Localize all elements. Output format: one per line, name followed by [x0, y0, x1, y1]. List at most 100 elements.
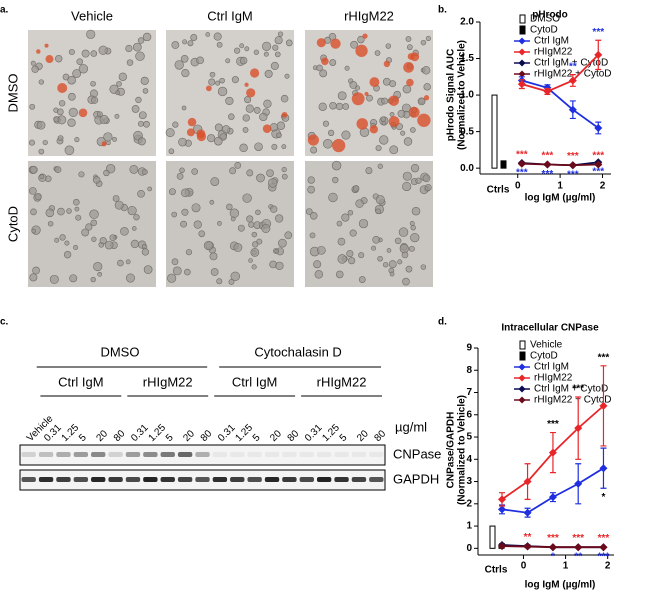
stained-cell: [406, 78, 414, 87]
cell: [91, 96, 99, 104]
cell: [203, 240, 214, 251]
cell: [401, 251, 409, 259]
y-tick-label: 1.5: [460, 53, 474, 64]
cell: [365, 167, 373, 175]
cell: [398, 227, 409, 237]
cell: [261, 41, 272, 51]
cell: [410, 224, 416, 231]
cell: [215, 80, 221, 86]
band: [108, 452, 123, 457]
cell: [69, 274, 78, 283]
cell: [274, 36, 283, 45]
cell: [181, 69, 190, 78]
stained-cell: [45, 55, 54, 64]
cell: [78, 64, 89, 74]
cell: [263, 51, 269, 57]
cell: [285, 39, 293, 47]
stained-cell: [410, 52, 420, 62]
cell: [64, 145, 75, 156]
band: [21, 452, 36, 457]
cell: [67, 118, 76, 127]
band: [160, 477, 175, 482]
cell: [90, 80, 96, 87]
lane-label: 1.25: [60, 422, 82, 444]
y-tick-label: 0: [466, 543, 472, 554]
cell: [277, 31, 284, 37]
cell: [253, 106, 261, 114]
cell: [92, 176, 101, 184]
stained-cell: [205, 85, 212, 92]
row-label: CytoD: [5, 206, 20, 242]
cell: [97, 271, 103, 277]
cell: [54, 237, 60, 243]
stained-cell: [246, 88, 256, 98]
cell: [225, 58, 231, 64]
stained-cell: [101, 141, 107, 147]
cell: [411, 206, 421, 216]
cell: [344, 65, 350, 71]
cell: [405, 36, 412, 42]
cell: [90, 276, 96, 283]
column-label: Ctrl IgM: [207, 8, 253, 23]
cell: [86, 29, 96, 39]
cell: [196, 56, 204, 65]
data-point: [594, 160, 603, 169]
cell: [172, 121, 179, 128]
cell: [45, 208, 55, 218]
x-tick-label: 0: [521, 561, 527, 572]
cell: [234, 161, 242, 169]
band: [230, 452, 245, 457]
cell: [389, 112, 395, 117]
cell: [406, 44, 413, 51]
cell: [410, 233, 420, 243]
cell: [135, 96, 142, 104]
cell: [317, 245, 326, 255]
cell: [278, 238, 287, 248]
significance-label: ***: [542, 150, 554, 161]
cell: [103, 132, 113, 142]
cell: [228, 113, 235, 120]
cell: [115, 90, 121, 96]
cell: [30, 208, 37, 216]
significance-label: ***: [592, 27, 604, 38]
cell: [143, 120, 150, 128]
band: [334, 477, 349, 482]
cell: [118, 72, 128, 81]
legend-marker: [518, 37, 526, 45]
band: [299, 477, 314, 482]
lane-label: 5: [77, 432, 89, 444]
significance-label: ***: [567, 170, 579, 181]
data-point: [599, 464, 608, 473]
cell: [252, 241, 259, 248]
stained-cell: [369, 125, 379, 134]
cell: [366, 94, 373, 102]
cell: [336, 220, 343, 227]
cell: [389, 271, 395, 277]
cell: [281, 144, 287, 150]
band: [73, 477, 89, 482]
cell: [322, 120, 330, 127]
x-tick-label: 1: [557, 181, 563, 192]
cell: [169, 188, 176, 196]
cell: [379, 135, 389, 145]
cell: [316, 64, 323, 72]
cell: [250, 248, 260, 257]
cell: [350, 40, 358, 49]
legend-label: CytoD: [530, 25, 558, 36]
cell: [225, 96, 234, 106]
cell: [31, 228, 37, 234]
cell: [81, 49, 90, 58]
band-label: GAPDH: [393, 471, 439, 486]
legend-label: Ctrl IgM + CytoD: [534, 58, 608, 69]
data-point: [517, 159, 526, 168]
band: [143, 452, 158, 457]
cell: [313, 260, 322, 269]
cell: [63, 250, 72, 259]
cell: [142, 32, 152, 42]
cell: [276, 132, 282, 139]
cell: [209, 199, 215, 205]
band: [91, 452, 106, 457]
stained-cell: [403, 61, 414, 73]
panel-letter: a.: [0, 5, 9, 16]
band: [351, 452, 367, 457]
